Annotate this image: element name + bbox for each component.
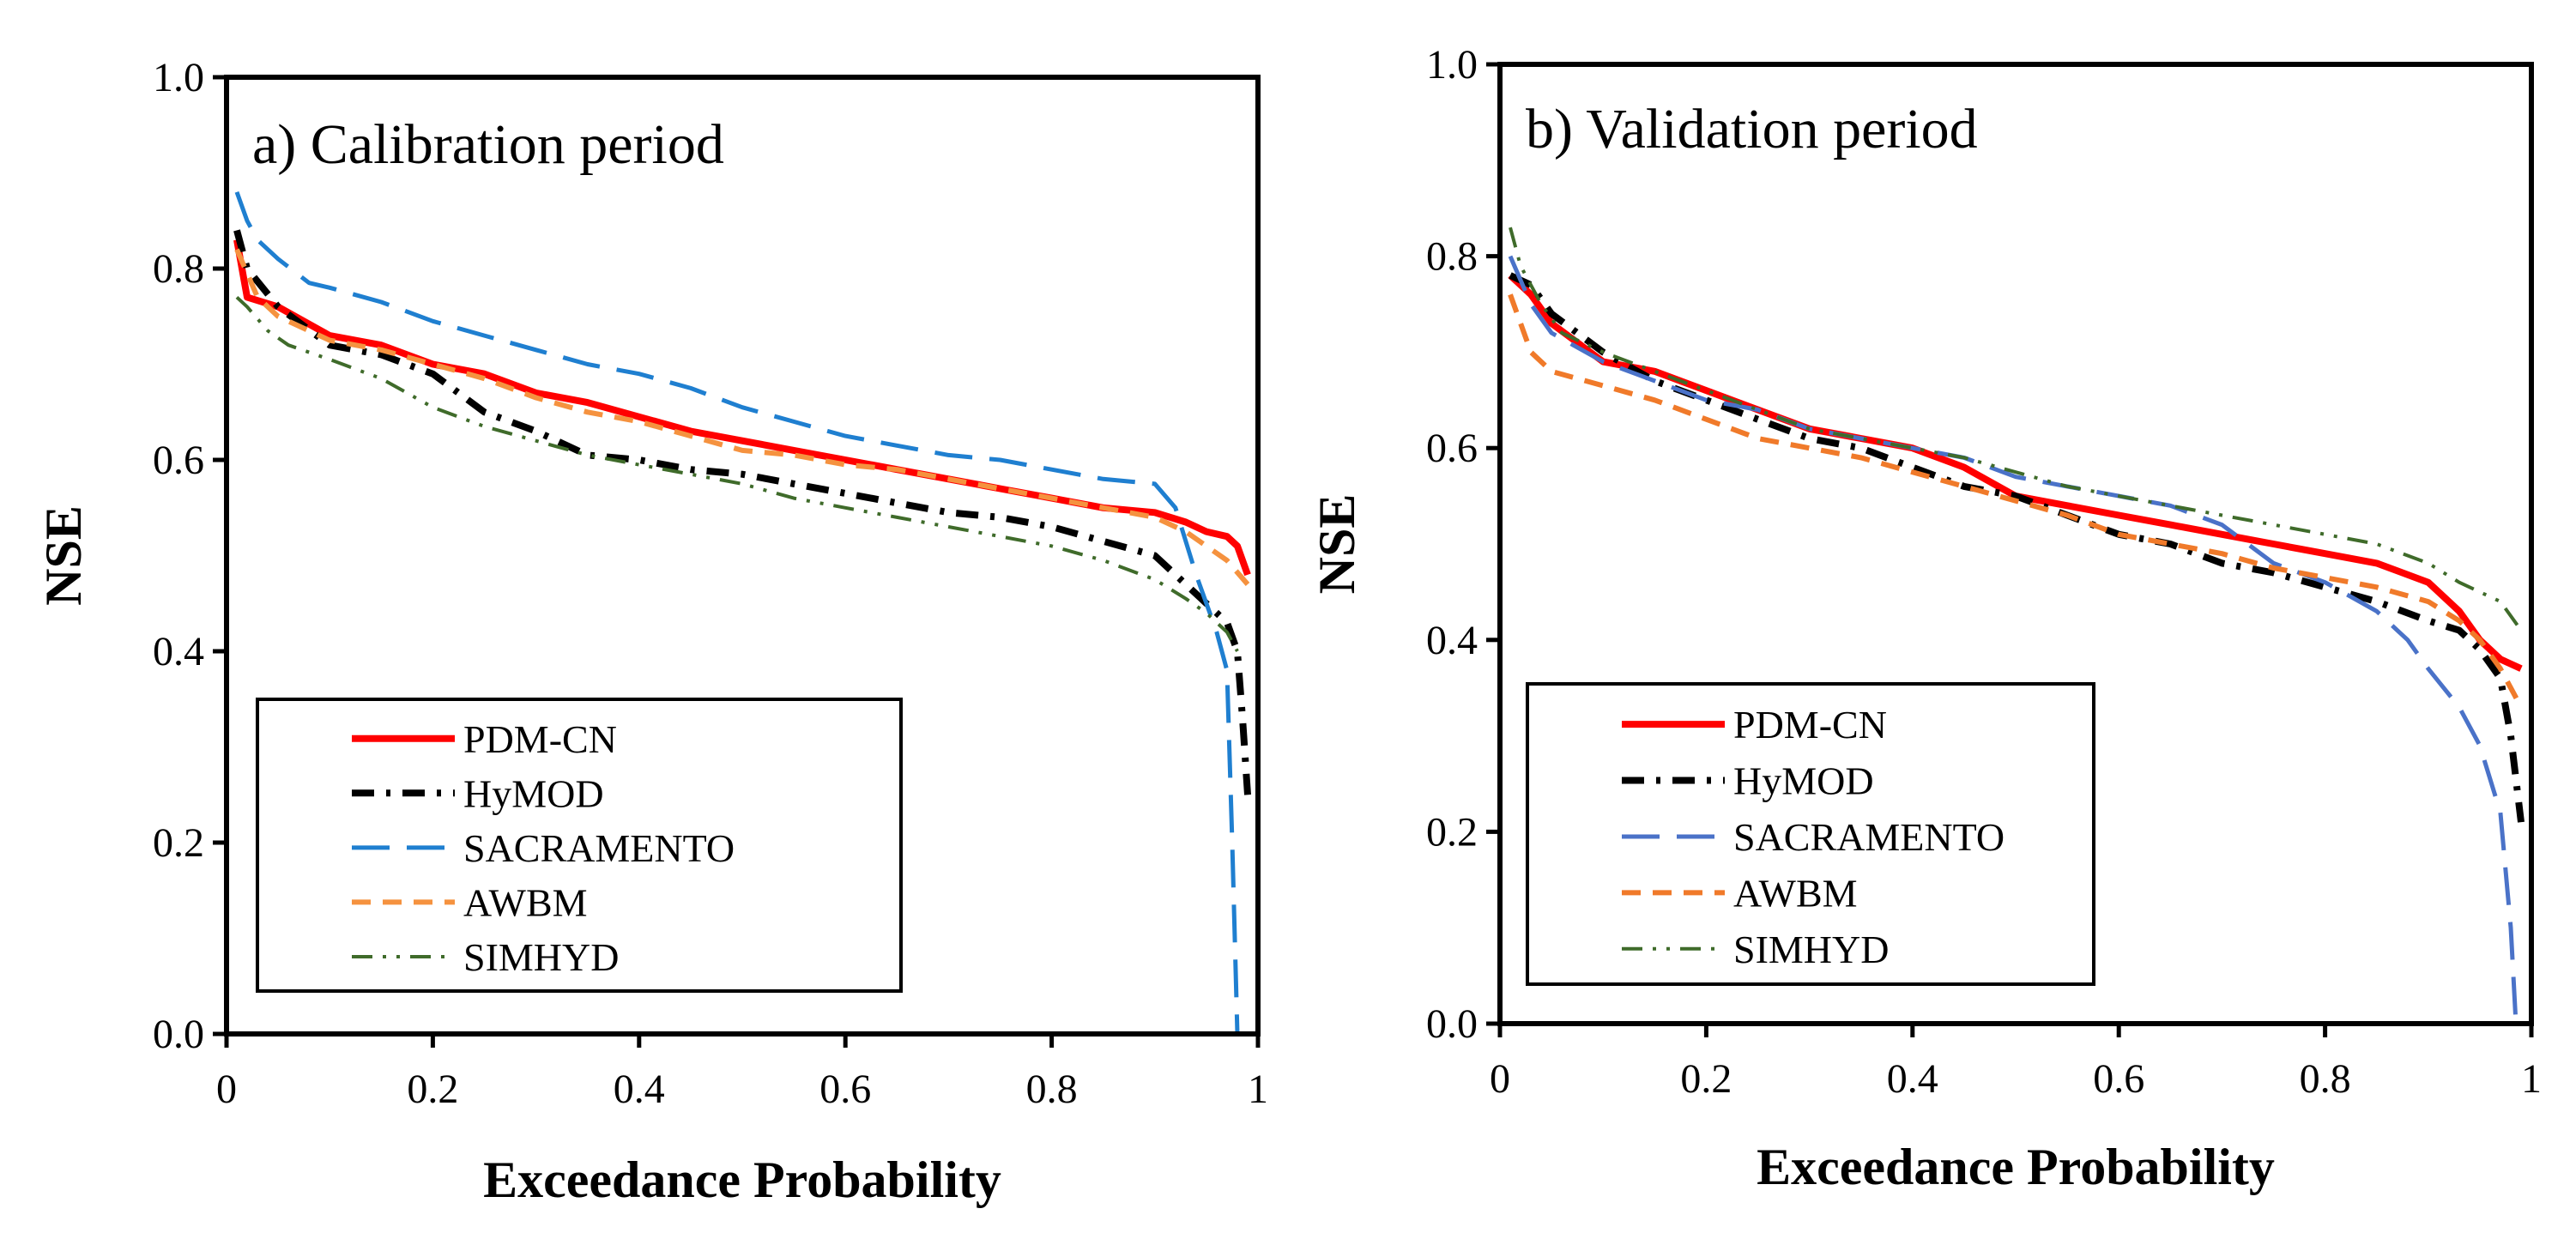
x-tick-label: 0.2 xyxy=(1680,1056,1732,1102)
x-tick-label: 1 xyxy=(1248,1067,1268,1112)
legend-box xyxy=(1526,682,2095,986)
x-tick-label: 0.8 xyxy=(1026,1067,1078,1112)
y-tick-label: 1.0 xyxy=(153,55,204,100)
y-tick-label: 0.8 xyxy=(153,246,204,292)
plot-frame xyxy=(1497,62,2534,1026)
legend-label-awbm: AWBM xyxy=(463,880,588,924)
legend-label-simhyd: SIMHYD xyxy=(1733,928,1889,971)
y-tick-label: 0.4 xyxy=(1426,618,1478,663)
x-tick-label: 1 xyxy=(2521,1056,2542,1102)
chart-validation: 0.0 0.2 0.4 0.6 0.8 1.0 0 0.2 0.4 0.6 0.8 1 b) Valid… xyxy=(1309,42,2542,1195)
series-line-pdm-cn xyxy=(233,239,1251,577)
x-tick-label: 0 xyxy=(1490,1056,1510,1102)
y-tick-label: 0.6 xyxy=(153,438,204,483)
panel-title: b) Validation period xyxy=(1526,98,1978,160)
y-axis-title: NSE xyxy=(1309,494,1365,595)
x-tick-label: 0.8 xyxy=(2300,1056,2351,1102)
y-tick-label: 0.8 xyxy=(1426,234,1478,280)
y-tick-label: 0.2 xyxy=(153,820,204,866)
legend-label-hymod: HyMOD xyxy=(463,771,604,815)
x-tick-label: 0 xyxy=(216,1067,237,1112)
plot-frame xyxy=(224,75,1261,1037)
series-line-hymod xyxy=(233,229,1251,795)
y-tick-label: 0.2 xyxy=(1426,809,1478,855)
y-tick-label: 0.6 xyxy=(1426,426,1478,471)
x-axis-title: Exceedance Probability xyxy=(483,1151,1001,1208)
x-axis-title: Exceedance Probability xyxy=(1757,1139,2275,1195)
legend: PDM-CN HyMOD SACRAMENTO AWBM SIMHYD xyxy=(1526,682,2095,986)
legend-label-pdm-cn: PDM-CN xyxy=(463,717,617,761)
series-line-simhyd xyxy=(1509,227,2523,632)
series-line-sacramento xyxy=(234,190,1240,1035)
legend-label-awbm: AWBM xyxy=(1733,871,1858,915)
series-line-awbm xyxy=(1508,293,2524,709)
legend-label-hymod: HyMOD xyxy=(1733,759,1874,803)
legend: PDM-CN HyMOD SACRAMENTO AWBM SIMHYD xyxy=(256,698,903,993)
chart-calibration: 0.0 0.2 0.4 0.6 0.8 1.0 0 0.2 0.4 0.6 0.8 1 a) Calib… xyxy=(35,55,1268,1208)
series-line-awbm xyxy=(234,248,1250,586)
y-tick-label: 0.0 xyxy=(1426,1001,1478,1047)
y-tick-label: 0.4 xyxy=(153,629,204,674)
y-tick-label: 1.0 xyxy=(1426,42,1478,88)
x-tick-label: 0.4 xyxy=(1887,1056,1938,1102)
legend-label-pdm-cn: PDM-CN xyxy=(1733,703,1887,746)
x-tick-label: 0.4 xyxy=(614,1067,665,1112)
x-tick-label: 0.6 xyxy=(2093,1056,2144,1102)
y-tick-label: 0.0 xyxy=(153,1012,204,1057)
legend-box xyxy=(256,698,903,993)
legend-label-sacramento: SACRAMENTO xyxy=(463,826,735,870)
x-tick-label: 0.6 xyxy=(819,1067,871,1112)
legend-label-sacramento: SACRAMENTO xyxy=(1733,815,2005,859)
x-tick-label: 0.2 xyxy=(407,1067,458,1112)
y-axis-title: NSE xyxy=(35,505,92,606)
series-line-pdm-cn xyxy=(1508,273,2523,672)
legend-label-simhyd: SIMHYD xyxy=(463,935,619,979)
panel-title: a) Calibration period xyxy=(252,113,724,176)
